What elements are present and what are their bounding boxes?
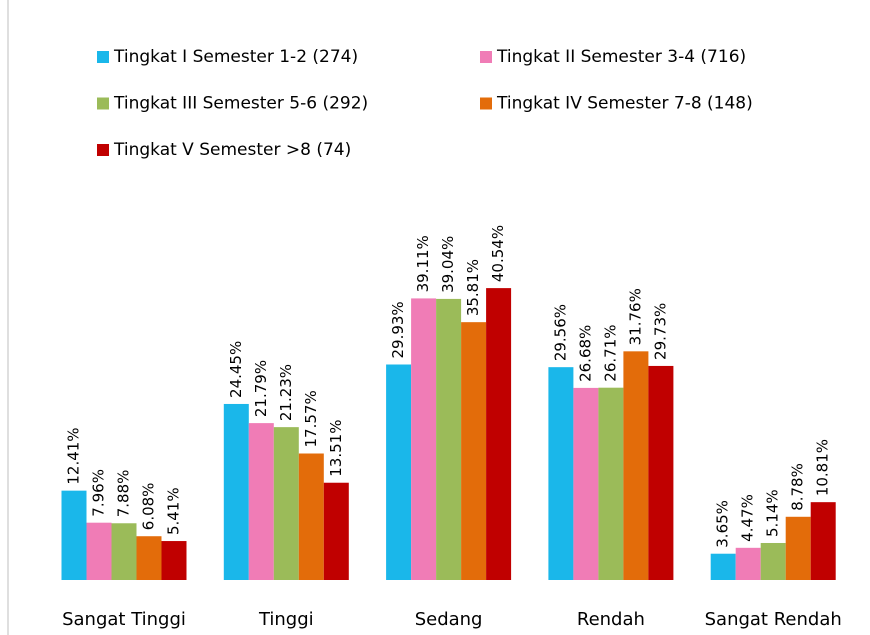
bar: [461, 322, 486, 580]
bar: [411, 298, 436, 580]
value-label: 8.78%: [789, 463, 807, 511]
value-label: 31.76%: [626, 288, 644, 345]
bar: [224, 404, 249, 580]
bar: [711, 554, 736, 580]
bar: [598, 388, 623, 580]
bar: [548, 367, 573, 580]
bar: [274, 427, 299, 580]
value-label: 17.57%: [302, 390, 320, 447]
bar: [736, 548, 761, 580]
bar: [62, 491, 87, 580]
bar: [648, 366, 673, 580]
value-label: 21.23%: [277, 364, 295, 421]
legend-swatch: [97, 98, 109, 110]
bar: [811, 502, 836, 580]
value-label: 7.88%: [115, 470, 133, 518]
bar: [137, 536, 162, 580]
bar: [436, 299, 461, 580]
bar: [386, 365, 411, 580]
bar: [249, 423, 274, 580]
value-label: 7.96%: [90, 469, 108, 517]
legend-label: Tingkat II Semester 3-4 (716): [496, 47, 746, 67]
value-label: 5.41%: [165, 487, 183, 535]
bar: [786, 517, 811, 580]
legend-swatch: [480, 98, 492, 110]
value-label: 4.47%: [739, 494, 757, 542]
value-label: 10.81%: [814, 439, 832, 496]
value-label: 29.93%: [389, 301, 407, 358]
value-label: 35.81%: [464, 259, 482, 316]
bar: [162, 541, 187, 580]
x-tick-label: Sangat Rendah: [705, 609, 842, 630]
legend-swatch: [97, 144, 109, 156]
x-tick-label: Sedang: [415, 609, 483, 630]
legend-label: Tingkat III Semester 5-6 (292): [113, 94, 368, 114]
value-label: 26.71%: [601, 324, 619, 381]
value-label: 13.51%: [327, 420, 345, 477]
value-label: 40.54%: [489, 225, 507, 282]
legend-label: Tingkat I Semester 1-2 (274): [113, 47, 358, 67]
bar: [299, 453, 324, 580]
bar: [486, 288, 511, 580]
value-label: 5.14%: [764, 489, 782, 537]
legend-label: Tingkat IV Semester 7-8 (148): [496, 94, 753, 114]
x-tick-label: Rendah: [577, 609, 645, 630]
chart: Tingkat I Semester 1-2 (274) Tingkat II S…: [0, 0, 870, 635]
bar: [573, 388, 598, 580]
legend-swatch: [480, 51, 492, 63]
value-label: 39.11%: [414, 235, 432, 292]
value-label: 39.04%: [439, 236, 457, 293]
bar: [112, 523, 137, 580]
value-label: 29.56%: [551, 304, 569, 361]
x-tick-label: Sangat Tinggi: [62, 609, 186, 630]
value-label: 24.45%: [227, 341, 245, 398]
bar: [324, 483, 349, 580]
x-tick-label: Tinggi: [258, 609, 314, 630]
bar: [87, 523, 112, 580]
value-label: 12.41%: [65, 427, 83, 484]
value-label: 3.65%: [714, 500, 732, 548]
value-label: 29.73%: [651, 303, 669, 360]
bar: [761, 543, 786, 580]
value-label: 26.68%: [576, 325, 594, 382]
legend-swatch: [97, 51, 109, 63]
legend-label: Tingkat V Semester >8 (74): [113, 140, 351, 160]
bar: [623, 351, 648, 580]
value-label: 6.08%: [140, 483, 158, 531]
value-label: 21.79%: [252, 360, 270, 417]
